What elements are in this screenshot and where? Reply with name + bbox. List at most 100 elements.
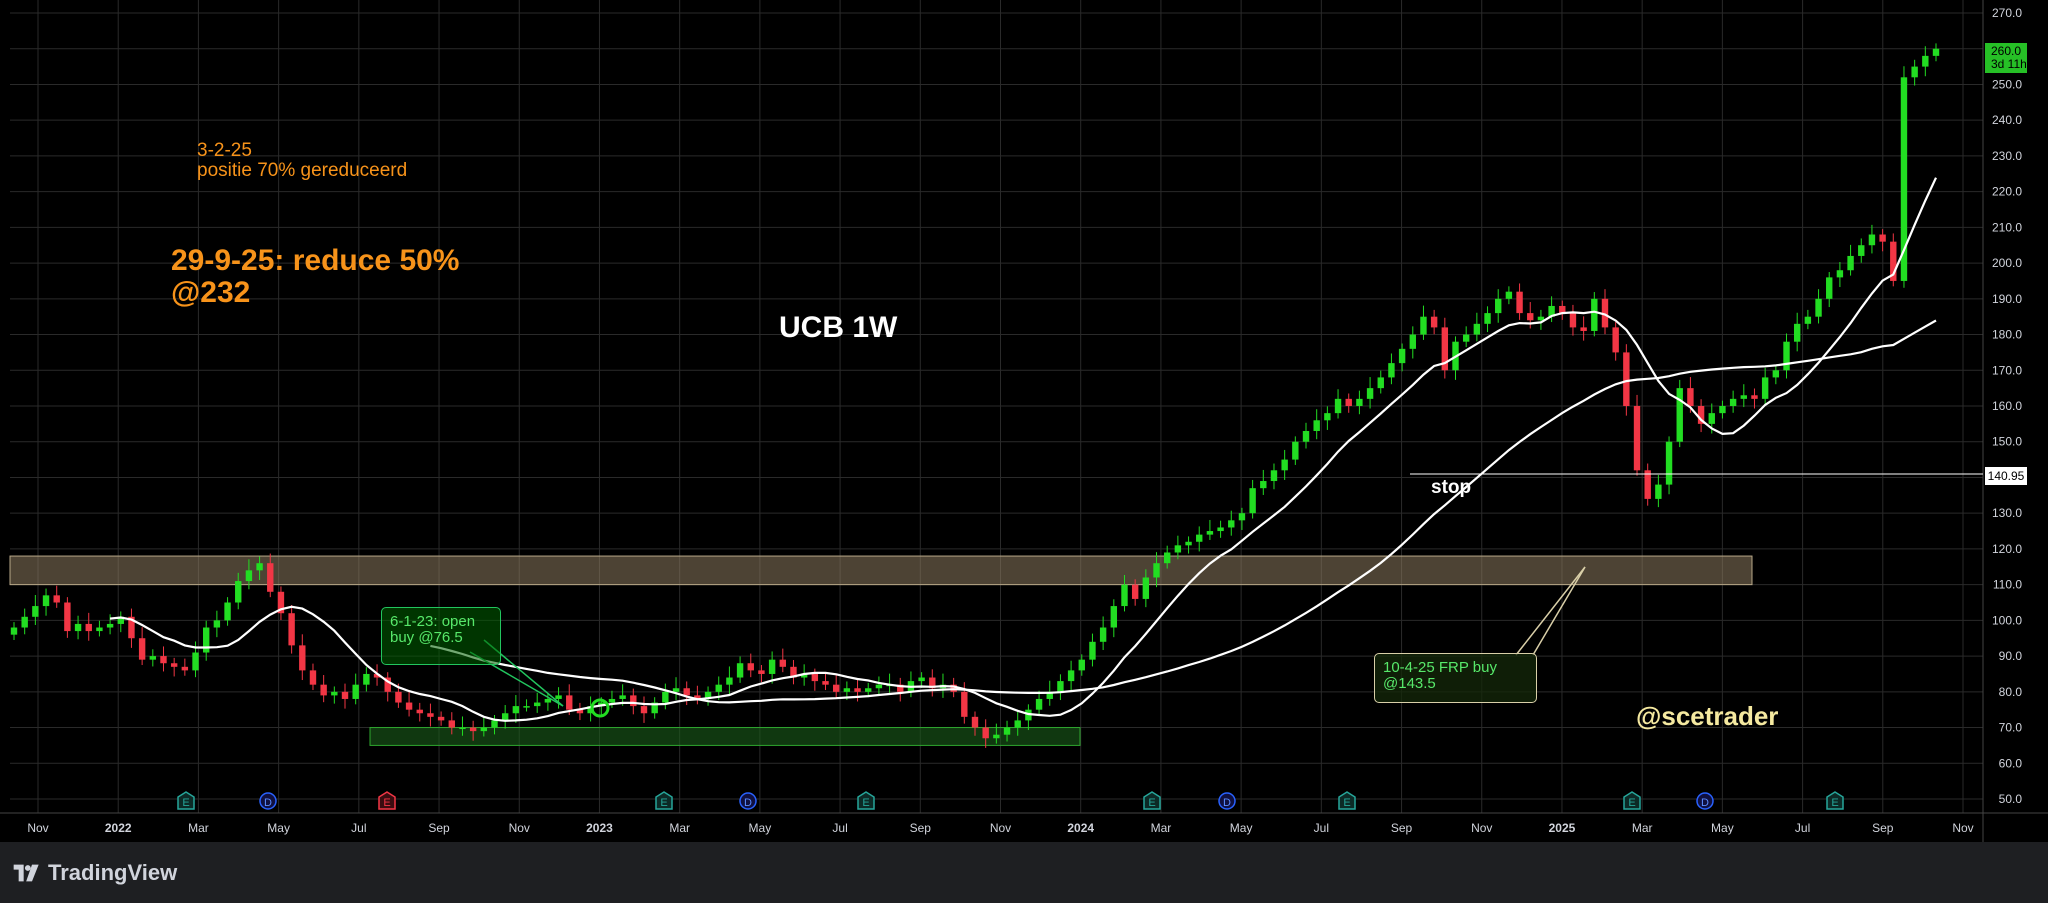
candle-body — [1366, 388, 1374, 399]
author-watermark: @scetrader — [1636, 701, 1779, 731]
candle-body — [790, 666, 797, 678]
event-marker-label: D — [1223, 797, 1231, 809]
candle-body — [1804, 316, 1812, 324]
y-tick-label: 250.0 — [1992, 77, 2022, 91]
candle-body — [619, 695, 626, 699]
candle-body — [1772, 370, 1780, 378]
x-tick-label: Nov — [509, 821, 530, 835]
candle-body — [576, 709, 584, 714]
candle-body — [1249, 488, 1256, 514]
candle-body — [1035, 698, 1043, 710]
candle-body — [1687, 388, 1694, 406]
candle-body — [662, 691, 669, 703]
candle-body — [373, 673, 381, 678]
candle-body — [1644, 470, 1651, 499]
earnings-marker — [1143, 791, 1161, 810]
x-tick-label: 2024 — [1067, 821, 1094, 835]
candle-body — [1868, 234, 1876, 246]
candle-body — [1196, 534, 1203, 542]
x-tick-label: May — [1230, 821, 1253, 835]
event-marker-label: E — [1628, 797, 1635, 809]
candle-body — [512, 706, 520, 714]
candle-body — [630, 695, 637, 707]
candle-body — [1164, 552, 1171, 564]
candle-body — [1057, 681, 1064, 692]
callout-line: @143.5 — [1383, 675, 1436, 692]
candle-body — [832, 684, 840, 692]
candle-body — [1430, 316, 1438, 328]
candle-body — [416, 709, 423, 714]
candle-body — [1420, 316, 1427, 335]
callout-pointer — [1515, 566, 1586, 656]
callout-pointer — [1532, 566, 1586, 656]
candle-body — [309, 670, 317, 685]
event-marker-label: D — [744, 797, 752, 809]
stop-price-tag: 140.95 — [1985, 467, 2027, 485]
chart-background — [0, 0, 2048, 842]
candle-body — [758, 670, 765, 674]
x-tick-label: 2023 — [586, 821, 613, 835]
candle-body — [854, 688, 861, 692]
y-tick-label: 130.0 — [1992, 506, 2022, 520]
candle-body — [1377, 377, 1384, 389]
candle-body — [1783, 341, 1790, 371]
candle-body — [1505, 291, 1513, 299]
candle-body — [245, 570, 253, 582]
event-marker-label: D — [264, 797, 272, 809]
candle-body — [1911, 66, 1918, 78]
annotation-line: 3-2-25 — [197, 140, 252, 161]
event-marker-label: E — [1831, 797, 1838, 809]
candle-body — [160, 656, 167, 664]
candle-body — [1206, 531, 1214, 535]
candle-body — [1527, 313, 1534, 321]
resistance-zone — [9, 555, 1753, 586]
candle-body — [918, 677, 925, 682]
candle-body — [224, 602, 231, 621]
candle-body — [1623, 352, 1630, 406]
candle-body — [1751, 395, 1758, 399]
y-tick-label: 70.0 — [1999, 721, 2023, 735]
candle-body — [170, 663, 178, 667]
candle-body — [523, 706, 530, 708]
entry-circle-marker — [590, 698, 610, 718]
candle-body — [1409, 334, 1416, 349]
x-tick-label: Sep — [1872, 821, 1894, 835]
candle-body — [726, 677, 733, 685]
candle-body — [1462, 334, 1470, 342]
y-tick-label: 230.0 — [1992, 149, 2022, 163]
candle-body — [256, 563, 263, 571]
candle-body — [1612, 327, 1619, 353]
y-tick-label: 220.0 — [1992, 185, 2022, 199]
candle-body — [1708, 413, 1715, 424]
tradingview-logo[interactable]: TradingView — [12, 858, 177, 888]
y-tick-label: 110.0 — [1993, 578, 2022, 592]
candle-body — [1345, 398, 1352, 406]
candle-body — [683, 688, 690, 696]
candle-body — [469, 727, 477, 732]
candle-body — [1655, 484, 1662, 499]
candle-body — [181, 666, 189, 671]
x-tick-label: Nov — [1471, 821, 1492, 835]
candle-body — [1121, 584, 1128, 607]
candle-body — [865, 688, 872, 692]
dividend-marker — [259, 792, 277, 810]
candle-body — [1398, 348, 1406, 364]
candle-body — [651, 702, 658, 714]
candle-body — [117, 616, 124, 624]
candle-body — [1228, 520, 1235, 528]
candle-body — [566, 695, 573, 710]
event-marker-label: E — [1148, 797, 1155, 809]
candle-body — [1697, 406, 1705, 424]
support-zone — [369, 727, 1081, 746]
x-tick-label: Nov — [1952, 821, 1973, 835]
candle-body — [448, 720, 455, 728]
candle-body — [352, 684, 359, 699]
candle-body — [1131, 584, 1139, 599]
footer-bar — [0, 842, 2048, 903]
y-tick-label: 100.0 — [1992, 613, 2022, 627]
candle-body — [1334, 398, 1342, 414]
candle-body — [96, 627, 103, 632]
candle-body — [74, 623, 82, 632]
candle-body — [971, 716, 979, 728]
